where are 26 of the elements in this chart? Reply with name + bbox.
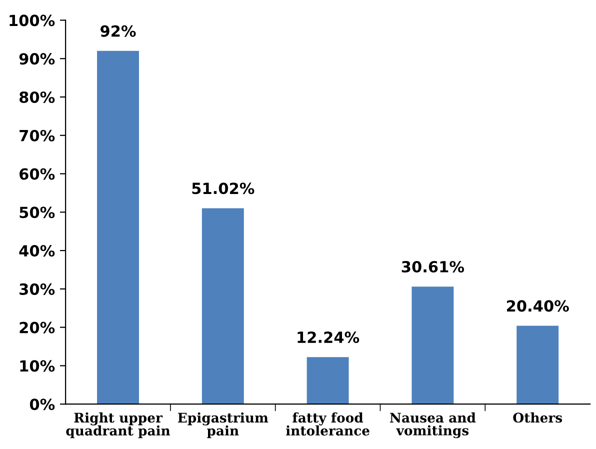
data-label: 92% [100, 25, 136, 37]
data-label: 12.24% [298, 331, 360, 344]
bar [97, 50, 139, 404]
x-tick-label: Nausea and vomitings [390, 412, 476, 438]
bar [306, 357, 349, 404]
y-tick-label: 30% [20, 283, 55, 295]
data-label: 20.40% [506, 300, 569, 312]
y-tick-label: 10% [20, 360, 55, 372]
bar [202, 208, 244, 404]
y-tick-label: 70% [20, 130, 55, 142]
y-tick-label: 20% [20, 322, 55, 334]
x-tick-label: Right upper quadrant pain [66, 412, 170, 438]
x-tick-label: fatty food intolerance [286, 412, 370, 436]
x-tick-label: Others [513, 412, 562, 423]
data-label: 30.61% [402, 260, 464, 273]
y-tick-label: 60% [20, 168, 55, 180]
y-tick-label: 100% [10, 14, 55, 26]
bar [412, 286, 454, 404]
y-tick-label: 90% [19, 53, 55, 65]
data-label: 51.02% [192, 182, 254, 194]
y-tick-label: 80% [20, 91, 55, 104]
y-tick-label: 0% [30, 398, 55, 410]
y-tick-label: 50% [20, 206, 55, 218]
x-tick-label: Epigastrium pain [178, 412, 268, 438]
bar [516, 326, 559, 404]
y-tick-label: 40% [19, 245, 55, 257]
